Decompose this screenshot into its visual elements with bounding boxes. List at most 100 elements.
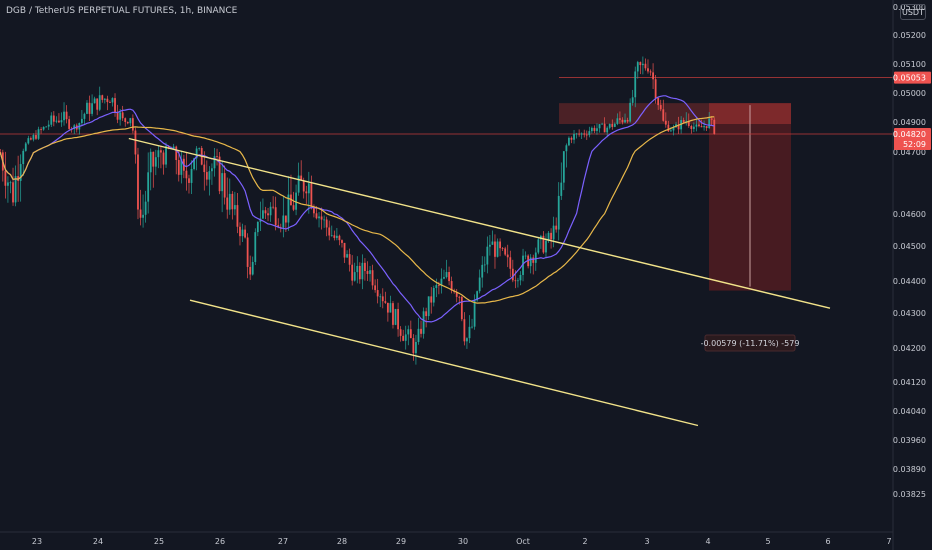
candle [376, 290, 379, 297]
time-tick-label: 24 [93, 537, 103, 546]
candle [300, 175, 303, 181]
price-tick-label: 0.03890 [893, 465, 926, 474]
candle [379, 296, 382, 298]
candle [47, 124, 50, 127]
candle [384, 301, 387, 303]
candle [593, 127, 596, 131]
candle [412, 338, 415, 354]
currency-button[interactable]: USDT [900, 4, 926, 20]
price-axis[interactable]: 0.05300 0.05200 0.05100 0.05000 0.04900 0.047… [892, 0, 932, 550]
time-tick-label: 28 [337, 537, 347, 546]
candle [139, 209, 142, 218]
candle [60, 120, 63, 123]
candle [547, 232, 550, 241]
symbol-title: DGB / TetherUS PERPETUAL FUTURES, 1h, BI… [6, 6, 238, 16]
candle [58, 120, 60, 123]
candle [369, 270, 371, 274]
candle [318, 216, 320, 219]
candle [4, 170, 7, 186]
candle [575, 133, 578, 135]
trendline [189, 299, 699, 427]
candle [386, 302, 389, 313]
candle [98, 95, 101, 110]
candle [488, 244, 491, 247]
short-position-zone[interactable] [559, 103, 791, 291]
candle [366, 270, 369, 274]
time-tick-label: Oct [516, 537, 530, 546]
candle [353, 272, 356, 281]
candle [244, 229, 246, 238]
price-tick-label: 0.05100 [893, 60, 926, 69]
candle [361, 262, 364, 280]
candle [647, 68, 649, 72]
candle [91, 103, 93, 114]
candle [364, 262, 366, 271]
time-axis[interactable]: 23 24 25 26 27 28 29 30 Oct 2 3 4 5 6 7 [0, 531, 893, 546]
candle [358, 265, 361, 280]
position-measure-label: -0.00579 (-11.71%) -579 [701, 334, 799, 352]
candle [371, 270, 374, 286]
candle [264, 210, 267, 214]
candle [629, 102, 632, 122]
candle [552, 225, 555, 240]
candle [50, 115, 53, 125]
candle [664, 120, 667, 125]
candle [109, 102, 111, 103]
candle [29, 138, 32, 140]
candle [114, 98, 116, 113]
candle [246, 237, 249, 267]
candle [394, 309, 397, 325]
candle [315, 213, 318, 219]
candle [195, 148, 198, 159]
candle [672, 127, 675, 131]
candle [644, 63, 647, 69]
price-tick-label: 0.04400 [893, 277, 926, 286]
time-tick-label: 6 [825, 537, 830, 546]
candle [236, 205, 239, 227]
candle [596, 128, 598, 131]
candle [292, 205, 295, 210]
candle [269, 206, 272, 216]
candle [542, 235, 545, 253]
trendlines[interactable] [128, 137, 831, 427]
candle [93, 98, 96, 104]
candle [565, 145, 568, 152]
candle [690, 125, 693, 129]
candle [297, 175, 300, 193]
candle [659, 105, 662, 110]
candle [713, 119, 716, 134]
time-tick-label: 4 [705, 537, 710, 546]
candle [705, 126, 708, 129]
candle [284, 215, 287, 223]
candle [205, 172, 208, 180]
candle [417, 328, 420, 342]
candle [121, 112, 124, 119]
candle [101, 95, 104, 100]
candle [445, 272, 448, 278]
candle [496, 241, 499, 257]
candle [432, 288, 435, 303]
candle [213, 156, 216, 169]
candle [262, 210, 264, 219]
candle [687, 121, 690, 126]
candle [180, 158, 183, 175]
candle [323, 219, 326, 221]
candle [425, 311, 428, 317]
candle [649, 71, 652, 73]
candle [231, 193, 234, 210]
candle [478, 277, 481, 292]
time-tick-label: 2 [582, 537, 587, 546]
candle [710, 118, 713, 120]
candle [137, 154, 139, 210]
candle [677, 124, 680, 130]
candle [695, 124, 698, 127]
candle [703, 126, 705, 128]
candle [167, 145, 170, 149]
candle [483, 264, 486, 266]
candle [126, 122, 129, 124]
candle [302, 180, 305, 192]
candle [590, 127, 593, 132]
candle [598, 124, 601, 129]
